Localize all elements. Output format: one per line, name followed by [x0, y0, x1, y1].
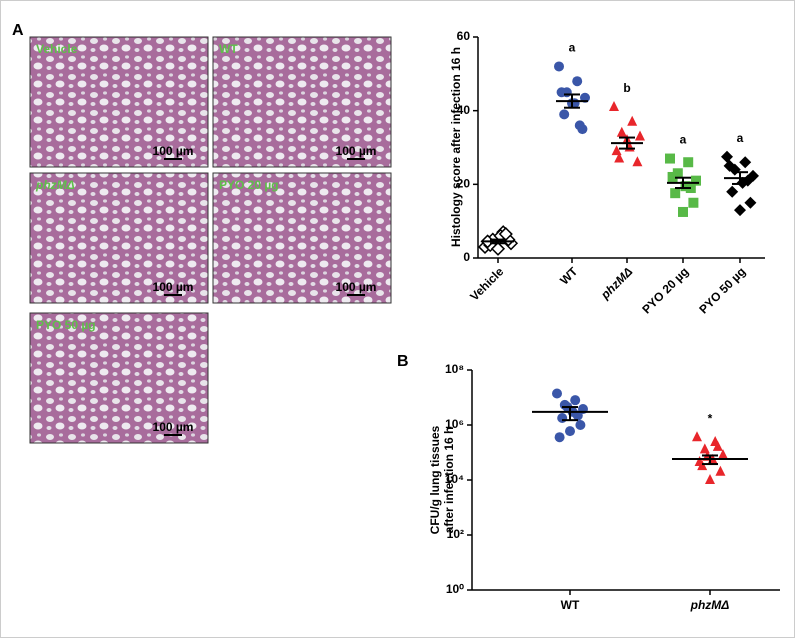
micrograph: [29, 312, 209, 444]
y-tick-label: 10⁸: [445, 362, 464, 376]
micrograph-label: phzMΔ: [35, 178, 75, 192]
data-point: [627, 115, 638, 126]
y-tick-label: 20: [457, 177, 471, 191]
data-point: [632, 156, 643, 167]
data-point: [712, 440, 723, 451]
x-tick-label: phzMΔ: [690, 598, 730, 612]
y-tick-label: 10⁰: [446, 582, 464, 596]
annotation: a: [569, 41, 576, 55]
data-point: [570, 395, 581, 406]
micrograph: [212, 172, 392, 304]
y-axis-label: after infection 16 h: [442, 427, 456, 534]
data-point: [559, 109, 570, 120]
data-point: [705, 474, 715, 484]
data-point: [557, 412, 568, 423]
y-tick-label: 10⁴: [445, 472, 464, 486]
y-axis-label: CFU/g lung tissues: [428, 425, 442, 534]
data-point: [699, 443, 710, 454]
data-point: [670, 188, 681, 199]
x-tick-label: PYO 50 µg: [696, 264, 748, 316]
data-point: [552, 388, 562, 399]
data-point: [680, 181, 691, 192]
x-tick-label: Vehicle: [467, 264, 506, 303]
scale-bar-label: 100 µm: [153, 280, 194, 294]
data-point: [554, 432, 565, 443]
panel-label: A: [12, 22, 24, 39]
x-tick-label: PYO 20 µg: [639, 264, 691, 316]
scale-bar-label: 100 µm: [336, 144, 377, 158]
data-point: [688, 197, 699, 208]
micrograph: [29, 172, 209, 304]
data-point: [734, 204, 746, 217]
annotation: a: [680, 133, 687, 147]
panel-label: B: [397, 353, 409, 370]
data-point: [667, 171, 678, 182]
y-tick-label: 10⁶: [445, 417, 464, 431]
y-axis-label: Histology score after infection 16 h: [449, 47, 463, 247]
y-tick-label: 60: [457, 29, 471, 43]
data-point: [726, 185, 739, 198]
data-point: [490, 241, 506, 256]
data-point: [565, 426, 575, 437]
data-point: [635, 130, 645, 141]
data-point: [556, 87, 567, 98]
x-tick-label: WT: [557, 264, 581, 288]
annotation: a: [737, 131, 744, 145]
x-tick-label: phzMΔ: [597, 264, 635, 302]
data-point: [616, 126, 627, 137]
y-tick-label: 0: [463, 250, 470, 264]
scale-bar-label: 100 µm: [153, 144, 194, 158]
scale-bar-label: 100 µm: [336, 280, 377, 294]
micrograph-label: PYO 50 µg: [36, 318, 96, 332]
micrograph-label: Vehicle: [36, 42, 78, 56]
data-point: [554, 61, 564, 72]
data-point: [609, 100, 619, 111]
x-tick-label: WT: [561, 598, 580, 612]
micrograph-label: WT: [219, 42, 238, 56]
y-tick-label: 40: [457, 103, 471, 117]
data-point: [672, 168, 683, 179]
data-point: [572, 76, 583, 87]
annotation: *: [708, 411, 713, 425]
data-point: [574, 120, 585, 131]
data-point: [678, 206, 688, 217]
data-point: [614, 152, 625, 163]
data-point: [611, 145, 622, 156]
annotation: b: [623, 81, 630, 95]
data-point: [715, 465, 726, 476]
data-point: [572, 410, 583, 421]
data-point: [718, 449, 728, 460]
data-point: [691, 175, 701, 186]
y-tick-label: 10²: [447, 527, 464, 541]
data-point: [683, 157, 694, 168]
data-point: [723, 159, 736, 172]
data-point: [692, 431, 702, 442]
data-point: [744, 196, 757, 209]
micrograph: [29, 36, 209, 168]
micrograph-label: PYO 20 µg: [219, 178, 279, 192]
data-point: [665, 153, 675, 164]
micrograph: [212, 36, 392, 168]
data-point: [575, 420, 586, 430]
data-point: [739, 156, 752, 169]
scale-bar-label: 100 µm: [153, 420, 194, 434]
data-point: [721, 150, 733, 163]
